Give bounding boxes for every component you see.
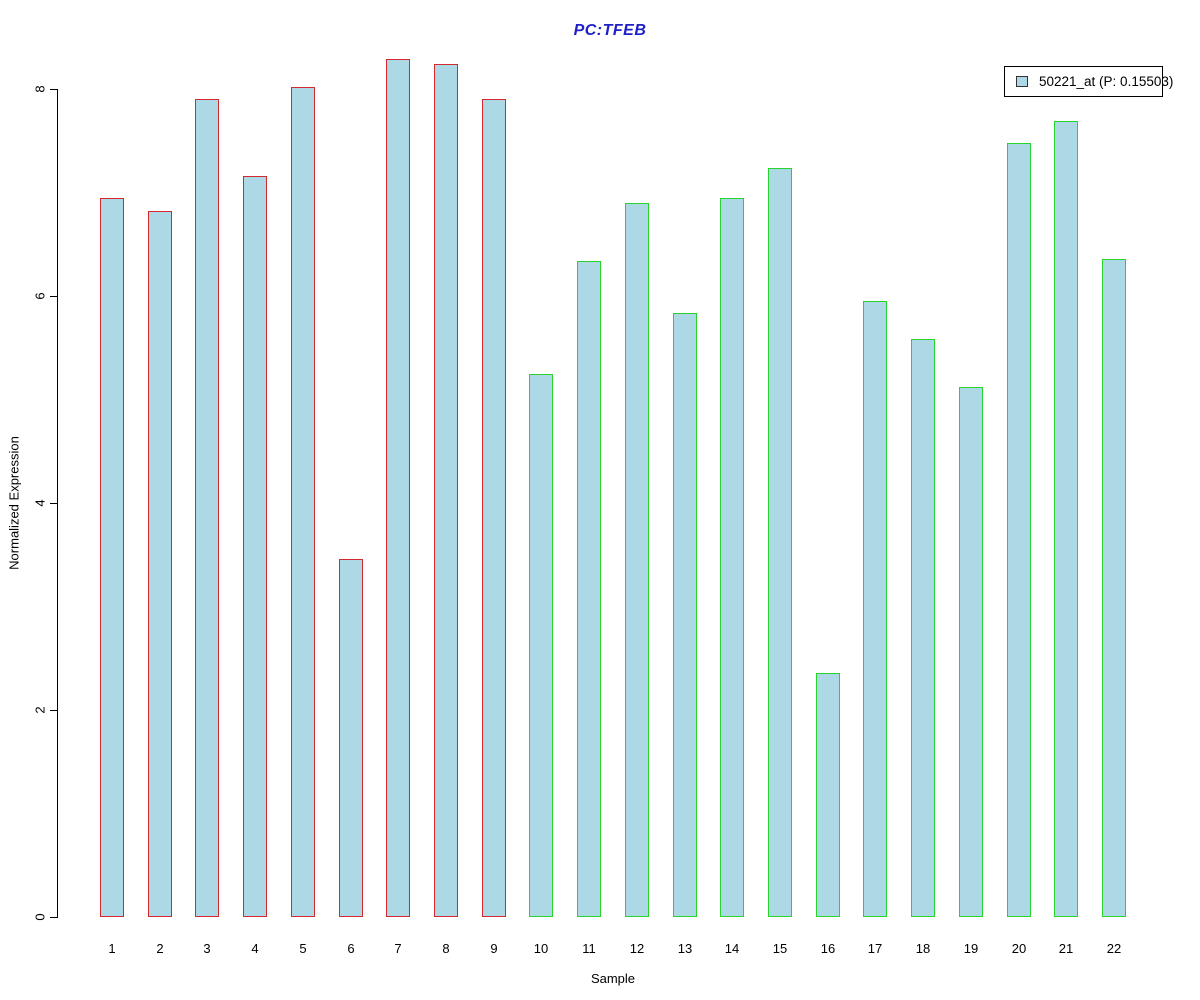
x-tick-label: 10 xyxy=(533,941,549,956)
x-axis-title: Sample xyxy=(590,971,636,986)
bar-sample-19 xyxy=(959,387,983,917)
x-tick-label: 12 xyxy=(629,941,645,956)
bar-sample-5 xyxy=(291,87,315,917)
legend-label: 50221_at (P: 0.15503) xyxy=(1039,74,1174,89)
bar-sample-17 xyxy=(863,301,887,917)
x-tick-label: 6 xyxy=(347,941,355,956)
bar-sample-1 xyxy=(100,198,124,917)
x-tick-label: 4 xyxy=(251,941,259,956)
bar-sample-20 xyxy=(1007,143,1031,917)
y-tick-label: 0 xyxy=(32,913,48,921)
bar-sample-8 xyxy=(434,64,458,917)
x-tick-label: 11 xyxy=(582,941,596,956)
x-tick-label: 2 xyxy=(156,941,164,956)
y-tick-mark xyxy=(50,296,57,297)
bar-sample-16 xyxy=(816,673,840,917)
x-tick-label: 15 xyxy=(772,941,788,956)
bar-sample-10 xyxy=(529,374,553,917)
bar-sample-9 xyxy=(482,99,506,917)
x-tick-label: 19 xyxy=(963,941,979,956)
y-tick-label: 8 xyxy=(32,85,48,93)
x-tick-label: 20 xyxy=(1011,941,1027,956)
legend: 50221_at (P: 0.15503) xyxy=(1004,66,1173,97)
y-tick-label: 6 xyxy=(32,292,48,300)
x-tick-label: 8 xyxy=(442,941,450,956)
bar-sample-3 xyxy=(195,99,219,917)
chart-title: PC:TFEB xyxy=(573,22,647,39)
x-tick-label: 16 xyxy=(820,941,836,956)
x-tick-label: 1 xyxy=(108,941,116,956)
x-tick-label: 9 xyxy=(490,941,498,956)
bar-sample-11 xyxy=(577,261,601,917)
x-tick-label: 3 xyxy=(203,941,211,956)
x-tick-label: 14 xyxy=(724,941,740,956)
y-tick-mark xyxy=(50,503,57,504)
y-axis-title: Normalized Expression xyxy=(6,436,22,570)
bar-sample-2 xyxy=(148,211,172,917)
x-tick-label: 22 xyxy=(1106,941,1122,956)
y-axis-line xyxy=(57,89,58,918)
bar-sample-13 xyxy=(673,313,697,917)
x-tick-label: 17 xyxy=(867,941,883,956)
y-tick-mark xyxy=(50,710,57,711)
bar-sample-22 xyxy=(1102,259,1126,917)
x-tick-label: 5 xyxy=(299,941,307,956)
legend-swatch-icon xyxy=(1016,76,1028,87)
bar-sample-15 xyxy=(768,168,792,917)
bar-sample-21 xyxy=(1054,121,1078,917)
bar-sample-7 xyxy=(386,59,410,917)
bar-sample-4 xyxy=(243,176,267,917)
y-tick-label: 2 xyxy=(32,706,48,714)
bar-sample-14 xyxy=(720,198,744,917)
x-tick-label: 21 xyxy=(1058,941,1074,956)
y-tick-mark xyxy=(50,89,57,90)
y-tick-label: 4 xyxy=(32,499,48,507)
x-tick-label: 18 xyxy=(915,941,931,956)
bar-sample-12 xyxy=(625,203,649,917)
x-tick-label: 7 xyxy=(394,941,402,956)
bar-sample-18 xyxy=(911,339,935,917)
bar-sample-6 xyxy=(339,559,363,917)
y-tick-mark xyxy=(50,917,57,918)
x-tick-label: 13 xyxy=(677,941,693,956)
